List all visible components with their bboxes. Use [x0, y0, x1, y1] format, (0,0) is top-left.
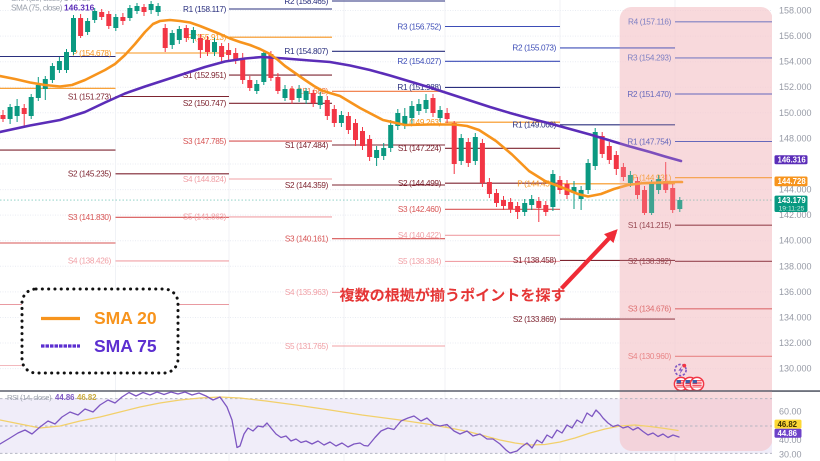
svg-text:R2 (155.073): R2 (155.073) [512, 44, 556, 53]
svg-text:132.000: 132.000 [779, 338, 812, 348]
svg-text:R4 (157.116): R4 (157.116) [628, 18, 672, 27]
svg-text:S2 (145.235): S2 (145.235) [68, 170, 112, 179]
svg-text:P (144.451): P (144.451) [517, 180, 556, 189]
svg-text:S5 (141.863): S5 (141.863) [183, 213, 227, 222]
svg-text:S2 (144.359): S2 (144.359) [285, 181, 329, 190]
svg-text:144.000: 144.000 [779, 185, 812, 195]
svg-text:136.000: 136.000 [779, 287, 812, 297]
svg-text:152.000: 152.000 [779, 82, 812, 92]
svg-text:146.316: 146.316 [64, 2, 95, 12]
svg-text:S4 (138.426): S4 (138.426) [68, 257, 112, 266]
svg-text:44.86: 44.86 [55, 393, 75, 402]
svg-text:S4 (140.422): S4 (140.422) [398, 231, 442, 240]
svg-text:P (151.682): P (151.682) [289, 87, 328, 96]
svg-text:S5 (131.765): S5 (131.765) [285, 342, 329, 351]
svg-text:SMA (20, close) 144.728: SMA (20, close) 144.728 [11, 0, 91, 3]
svg-text:138.000: 138.000 [779, 261, 812, 271]
svg-text:140.000: 140.000 [779, 236, 812, 246]
svg-text:154.000: 154.000 [779, 57, 812, 67]
svg-text:R3 (154.293): R3 (154.293) [627, 54, 671, 63]
svg-text:SMA 75: SMA 75 [94, 336, 157, 356]
svg-text:R2 (151.470): R2 (151.470) [627, 90, 671, 99]
svg-text:46.82: 46.82 [77, 393, 97, 402]
svg-text:S2 (138.392): S2 (138.392) [628, 257, 672, 266]
svg-text:S2 (150.747): S2 (150.747) [183, 99, 227, 108]
svg-text:40.00: 40.00 [779, 435, 802, 445]
svg-text:S4 (144.824): S4 (144.824) [183, 175, 227, 184]
svg-text:P (144.931): P (144.931) [632, 174, 671, 183]
svg-text:P (154.678): P (154.678) [72, 49, 111, 58]
svg-text:S3 (147.785): S3 (147.785) [183, 137, 227, 146]
svg-text:19:11:25: 19:11:25 [779, 206, 805, 213]
svg-text:60.00: 60.00 [779, 407, 802, 417]
svg-text:P (149.263): P (149.263) [402, 118, 441, 127]
svg-text:R3 (156.752): R3 (156.752) [397, 22, 441, 31]
svg-text:S3 (142.460): S3 (142.460) [398, 205, 442, 214]
svg-text:S1 (138.458): S1 (138.458) [513, 256, 557, 265]
svg-text:S2 (133.869): S2 (133.869) [513, 315, 557, 324]
svg-text:134.000: 134.000 [779, 313, 812, 323]
svg-text:156.000: 156.000 [779, 31, 812, 41]
svg-text:S4 (135.963): S4 (135.963) [285, 288, 329, 297]
svg-text:R1 (154.807): R1 (154.807) [284, 47, 328, 56]
svg-text:S5 (138.384): S5 (138.384) [398, 257, 442, 266]
svg-text:130.000: 130.000 [779, 364, 812, 374]
svg-text:R2 (158.465): R2 (158.465) [284, 0, 328, 6]
svg-text:R1 (149.060): R1 (149.060) [512, 121, 556, 130]
svg-text:146.316: 146.316 [778, 156, 807, 165]
svg-text:S4 (130.960): S4 (130.960) [628, 352, 672, 361]
svg-text:S1 (147.224): S1 (147.224) [398, 144, 442, 153]
svg-text:158.000: 158.000 [779, 6, 812, 16]
svg-text:44.86: 44.86 [778, 429, 798, 438]
svg-text:144.728: 144.728 [778, 177, 807, 186]
svg-text:30.00: 30.00 [779, 449, 802, 459]
svg-text:S1 (141.215): S1 (141.215) [628, 221, 672, 230]
svg-text:R2 (154.027): R2 (154.027) [397, 57, 441, 66]
svg-text:S3 (140.161): S3 (140.161) [285, 235, 329, 244]
svg-text:SMA (75, close): SMA (75, close) [11, 3, 63, 12]
svg-text:150.000: 150.000 [779, 108, 812, 118]
svg-text:143.179: 143.179 [778, 196, 807, 205]
svg-text:S3 (141.830): S3 (141.830) [68, 213, 112, 222]
svg-text:S3 (134.676): S3 (134.676) [628, 305, 672, 314]
svg-text:148.000: 148.000 [779, 133, 812, 143]
svg-text:R1 (158.117): R1 (158.117) [183, 5, 227, 14]
svg-text:R1 (147.754): R1 (147.754) [627, 137, 671, 146]
svg-text:S1 (152.951): S1 (152.951) [183, 71, 227, 80]
svg-text:S1 (151.273): S1 (151.273) [68, 92, 112, 101]
svg-text:SMA 20: SMA 20 [94, 308, 157, 328]
svg-text:142.000: 142.000 [779, 210, 812, 220]
svg-text:R1 (151.988): R1 (151.988) [397, 83, 441, 92]
svg-text:RSI (14, close): RSI (14, close) [7, 393, 52, 402]
svg-text:S2 (144.499): S2 (144.499) [398, 179, 442, 188]
svg-text:46.82: 46.82 [778, 420, 798, 429]
svg-text:S1 (147.484): S1 (147.484) [285, 141, 329, 150]
